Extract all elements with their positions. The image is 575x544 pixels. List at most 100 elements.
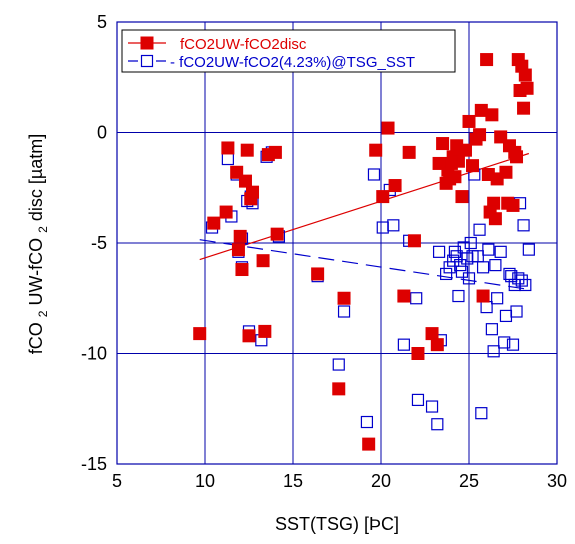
- series-1-point: [473, 128, 487, 142]
- series-2-point: [447, 254, 460, 267]
- series-2-fit-line: [199, 239, 529, 291]
- series-2-point: [494, 245, 507, 258]
- series-2-point: [510, 305, 523, 318]
- x-tick-label: 30: [547, 471, 567, 491]
- series-1-point: [235, 263, 249, 277]
- series-1-point: [369, 143, 383, 157]
- series-2-point: [360, 415, 374, 429]
- series-2-point: [505, 270, 518, 283]
- axis-ticks: 5 10 15 20 25 30 -15 -10 -5 0 5: [81, 12, 567, 491]
- x-tick-label: 25: [459, 471, 479, 491]
- y-tick-label: -5: [91, 233, 107, 253]
- series-2-point: [462, 272, 476, 285]
- x-tick-label: 10: [195, 471, 215, 491]
- series-1-point: [407, 234, 421, 248]
- series-2-point: [443, 261, 456, 274]
- series-1-point: [270, 227, 284, 241]
- series-1-point: [397, 289, 411, 303]
- y-tick-label: 5: [97, 12, 107, 32]
- series-2-point: [387, 219, 400, 232]
- series-1-point: [411, 347, 425, 360]
- series-1-point: [458, 143, 472, 157]
- series-1-point: [388, 179, 402, 193]
- series-2-point: [506, 338, 520, 351]
- series-1-point: [246, 185, 260, 199]
- series-2-point: [431, 418, 444, 431]
- series-1-point: [485, 108, 499, 122]
- series-1-point: [221, 141, 235, 155]
- series-2-point: [332, 358, 345, 371]
- x-tick-label: 15: [283, 471, 303, 491]
- series-2-point: [411, 393, 425, 407]
- series-1-point: [480, 53, 494, 67]
- series-2-point: [454, 259, 467, 272]
- series-2-point: [491, 292, 504, 305]
- series-1-point: [430, 338, 444, 352]
- series-1-point: [455, 190, 469, 204]
- series-1-point: [207, 216, 221, 230]
- legend: fCO2UW-fCO2disc- fCO2UW-fCO2(4.23%)@TSG_…: [121, 29, 456, 73]
- series-2-point: [480, 300, 493, 314]
- series-1-point: [376, 190, 390, 204]
- series-1-point: [402, 145, 416, 159]
- series-1-point: [518, 68, 532, 82]
- legend-label-series-1: fCO2UW-fCO2disc: [180, 36, 307, 53]
- series-2-point: [397, 338, 410, 351]
- series-1-point: [231, 243, 245, 257]
- x-axis-label: SST(TSG) [ÞC]: [275, 514, 399, 534]
- x-tick-label: 20: [371, 471, 391, 491]
- y-axis-label-part: UW-fCO: [26, 238, 46, 306]
- series-1-point: [362, 437, 376, 451]
- y-axis-label-part: disc [µatm]: [26, 134, 46, 221]
- series-1-point: [466, 159, 480, 173]
- series-2-point: [473, 223, 486, 236]
- series-1-point: [219, 205, 233, 219]
- series-2-point: [519, 278, 532, 292]
- series-2-point: [517, 219, 530, 232]
- series-2-point: [425, 400, 439, 413]
- series-2-point: [221, 152, 234, 166]
- series-1-point: [462, 114, 476, 128]
- series-1-point: [256, 254, 270, 268]
- series-1-point: [311, 267, 325, 281]
- series-2-point: [489, 259, 502, 272]
- series-1-point: [520, 81, 534, 95]
- series-2-point: [487, 345, 500, 358]
- series-2-point: [448, 245, 462, 258]
- series-1-point: [332, 382, 346, 396]
- y-tick-label: -10: [81, 344, 107, 364]
- y-axis-label: fCO 2 UW-fCO 2 disc [µatm]: [26, 134, 51, 355]
- series-2-point: [466, 250, 479, 263]
- series-1-point: [240, 143, 254, 157]
- series-2-point: [522, 243, 535, 256]
- y-tick-label: -15: [81, 454, 107, 474]
- series-2-point: [337, 305, 351, 318]
- series-1-point: [436, 137, 450, 151]
- series-1-point: [258, 324, 272, 338]
- series-1-point: [439, 176, 453, 190]
- series-2-point: [410, 292, 423, 305]
- series-1-point: [444, 156, 458, 170]
- data-points: [193, 53, 535, 451]
- y-axis-label-part: fCO: [26, 322, 46, 354]
- series-1-point: [193, 327, 207, 341]
- series-1-point: [483, 205, 497, 219]
- series-2-point: [476, 261, 490, 274]
- legend-box: [121, 29, 456, 73]
- series-1-point: [476, 289, 490, 303]
- series-2-point: [432, 245, 446, 258]
- series-2-point: [455, 265, 469, 278]
- series-2-point: [498, 336, 511, 349]
- y-tick-label: 0: [97, 123, 107, 143]
- series-1-point: [337, 291, 351, 305]
- series-1-point: [238, 174, 252, 188]
- series-2-point: [499, 309, 513, 323]
- series-1-point: [506, 198, 520, 212]
- series-1-point: [499, 165, 513, 179]
- series-1-point: [268, 145, 282, 159]
- series-2-point: [512, 272, 525, 285]
- series-2-point: [485, 323, 498, 336]
- series-1-point: [425, 327, 439, 341]
- series-1-point: [233, 229, 247, 243]
